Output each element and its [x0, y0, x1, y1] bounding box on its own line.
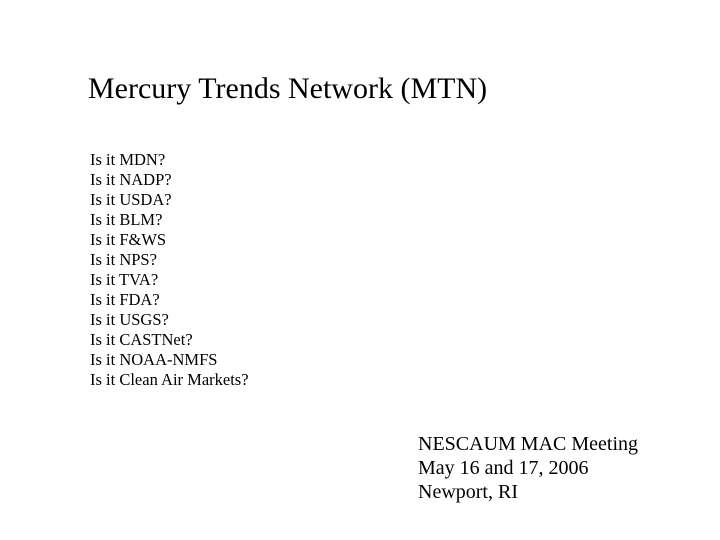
list-item: Is it NPS?: [90, 250, 249, 270]
list-item: Is it BLM?: [90, 210, 249, 230]
slide: Mercury Trends Network (MTN) Is it MDN? …: [0, 0, 720, 540]
list-item: Is it Clean Air Markets?: [90, 370, 249, 390]
list-item: Is it F&WS: [90, 230, 249, 250]
footer-line: NESCAUM MAC Meeting: [418, 432, 638, 456]
footer-line: Newport, RI: [418, 480, 638, 504]
list-item: Is it CASTNet?: [90, 330, 249, 350]
list-item: Is it USDA?: [90, 190, 249, 210]
slide-title: Mercury Trends Network (MTN): [88, 72, 487, 106]
list-item: Is it FDA?: [90, 290, 249, 310]
question-list: Is it MDN? Is it NADP? Is it USDA? Is it…: [90, 150, 249, 390]
footer-line: May 16 and 17, 2006: [418, 456, 638, 480]
list-item: Is it NOAA-NMFS: [90, 350, 249, 370]
list-item: Is it NADP?: [90, 170, 249, 190]
list-item: Is it MDN?: [90, 150, 249, 170]
list-item: Is it USGS?: [90, 310, 249, 330]
footer: NESCAUM MAC Meeting May 16 and 17, 2006 …: [418, 432, 638, 504]
list-item: Is it TVA?: [90, 270, 249, 290]
